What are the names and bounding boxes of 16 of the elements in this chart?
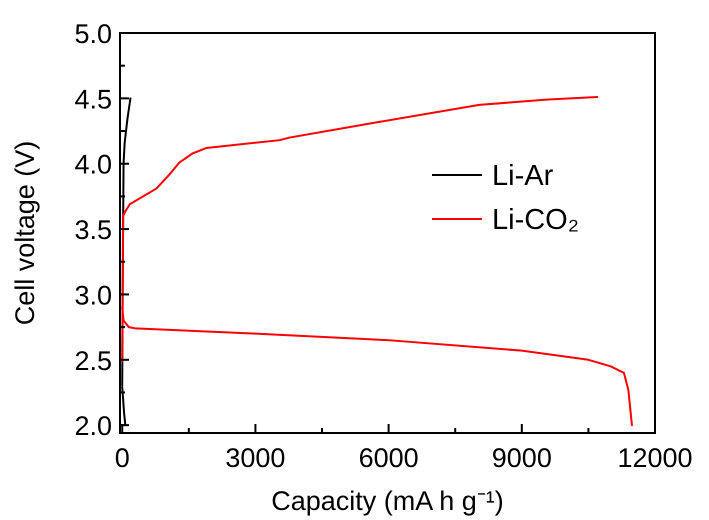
y-tick-label: 3.5 — [74, 215, 112, 246]
x-tick-label: 0 — [114, 443, 130, 473]
legend-label: Li-CO₂ — [492, 204, 579, 236]
x-axis-title: Capacity (mA h g⁻¹) — [271, 486, 504, 516]
x-tick-label: 12000 — [617, 443, 693, 473]
y-tick-label: 4.0 — [74, 150, 112, 180]
legend-label: Li-Ar — [492, 160, 554, 192]
y-axis-title: Cell voltage (V) — [10, 140, 40, 326]
x-tick-label: 3000 — [225, 443, 286, 473]
x-tick-label: 9000 — [492, 443, 552, 473]
y-tick-label: 2.5 — [74, 346, 112, 376]
y-tick-label: 5.0 — [74, 19, 112, 49]
y-tick-label: 3.0 — [74, 280, 112, 310]
y-tick-label: 2.0 — [74, 411, 112, 442]
x-tick-label: 6000 — [358, 443, 419, 473]
y-tick-label: 4.5 — [74, 84, 112, 114]
